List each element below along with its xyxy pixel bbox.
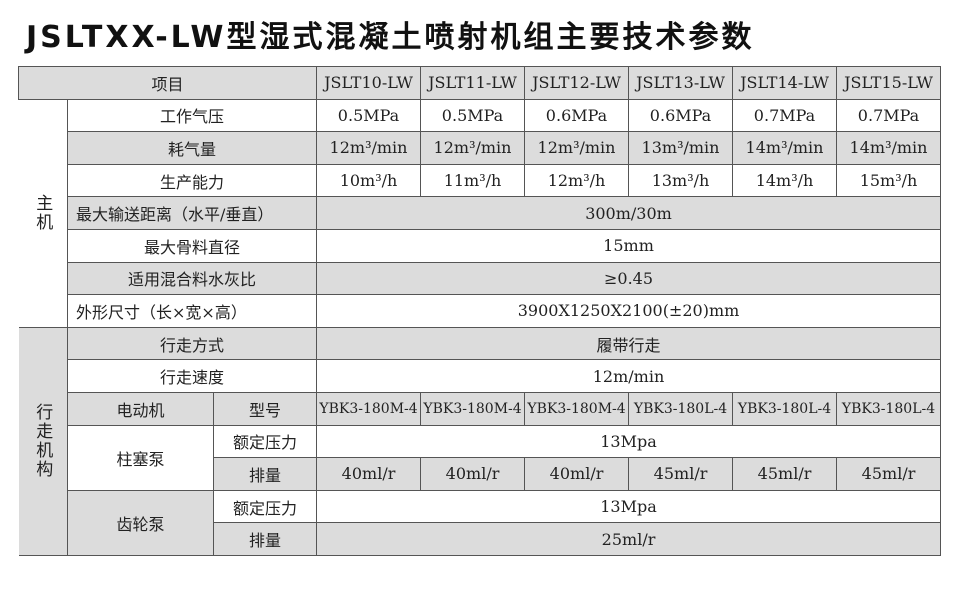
row-label: 齿轮泵 xyxy=(67,489,214,556)
value-cell: 40ml/r xyxy=(420,457,526,491)
model-header: JSLT11-LW xyxy=(420,66,526,100)
row-label: 外形尺寸（长×宽×高） xyxy=(66,294,318,328)
value-cell: ≥0.45 xyxy=(316,261,942,296)
row-sublabel: 排量 xyxy=(212,457,318,491)
value-cell: 3900X1250X2100(±20)mm xyxy=(316,294,942,328)
value-cell: 40ml/r xyxy=(316,457,422,491)
value-cell: 12m³/min xyxy=(316,131,422,165)
row-label: 生产能力 xyxy=(66,163,318,198)
model-header: JSLT12-LW xyxy=(524,66,630,100)
value-cell: 45ml/r xyxy=(836,457,942,491)
table-row: 齿轮泵 额定压力 13Mpa xyxy=(19,489,942,556)
row-label: 工作气压 xyxy=(66,98,318,133)
value-cell: 12m/min xyxy=(316,359,942,393)
row-sublabel: 额定压力 xyxy=(212,489,318,524)
value-cell: 45ml/r xyxy=(628,457,734,491)
value-cell: 25ml/r xyxy=(316,522,942,556)
value-cell: YBK3-180L-4 xyxy=(836,391,942,426)
value-cell: 10m³/h xyxy=(316,163,422,198)
value-cell: 12m³/min xyxy=(420,131,526,165)
value-cell: YBK3-180M-4 xyxy=(420,391,526,426)
row-label: 柱塞泵 xyxy=(67,424,214,491)
row-label: 电动机 xyxy=(67,391,214,426)
value-cell: 15mm xyxy=(316,228,942,263)
model-header: JSLT14-LW xyxy=(732,66,838,100)
value-cell: 0.7MPa xyxy=(732,98,838,133)
table-row: 行走速度 12m/min xyxy=(19,359,942,393)
value-cell: 13m³/h xyxy=(628,163,734,198)
row-label: 耗气量 xyxy=(66,131,318,165)
value-cell: 15m³/h xyxy=(836,163,942,198)
model-header: JSLT13-LW xyxy=(628,66,734,100)
value-cell: 300m/30m xyxy=(316,196,942,230)
row-sublabel: 排量 xyxy=(212,522,318,556)
value-cell: 0.6MPa xyxy=(524,98,630,133)
spec-table: 项目 JSLT10-LW JSLT11-LW JSLT12-LW JSLT13-LW JS… xyxy=(17,66,942,556)
value-cell: 14m³/min xyxy=(732,131,838,165)
value-cell: 40ml/r xyxy=(524,457,630,491)
value-cell: YBK3-180M-4 xyxy=(524,391,630,426)
table-row: 外形尺寸（长×宽×高） 3900X1250X2100(±20)mm xyxy=(19,294,942,328)
model-header: JSLT10-LW xyxy=(316,66,422,100)
header-label: 项目 xyxy=(17,66,318,100)
row-label: 行走速度 xyxy=(66,359,318,393)
row-label: 适用混合料水灰比 xyxy=(66,261,318,296)
value-cell: YBK3-180L-4 xyxy=(732,391,838,426)
value-cell: 14m³/min xyxy=(836,131,942,165)
value-cell: 0.5MPa xyxy=(316,98,422,133)
table-row: 柱塞泵 额定压力 13Mpa xyxy=(19,424,942,491)
row-label: 行走方式 xyxy=(66,326,318,361)
table-row: 电动机 型号 YBK3-180M-4 YBK3-180M-4 YBK3-180M-4 YB… xyxy=(19,391,942,426)
value-cell: 0.5MPa xyxy=(420,98,526,133)
value-cell: 12m³/min xyxy=(524,131,630,165)
table-row: 项目 JSLT10-LW JSLT11-LW JSLT12-LW JSLT13-LW JS… xyxy=(17,66,942,100)
value-cell: 0.6MPa xyxy=(628,98,734,133)
row-sublabel: 型号 xyxy=(212,391,318,426)
title: JSLTXX-LW型湿式混凝土喷射机组主要技术参数 xyxy=(26,20,755,55)
table-row: 主机 工作气压 0.5MPa 0.5MPa 0.6MPa 0.6MPa 0.7MPa 0.7M… xyxy=(18,98,942,328)
value-cell: YBK3-180L-4 xyxy=(628,391,734,426)
table-row: 最大输送距离（水平/垂直） 300m/30m xyxy=(19,196,942,230)
value-cell: 0.7MPa xyxy=(836,98,942,133)
row-label: 最大输送距离（水平/垂直） xyxy=(66,196,318,230)
value-cell: 13m³/min xyxy=(628,131,734,165)
table-row: 排量 40ml/r 40ml/r 40ml/r 45ml/r 45ml/r 45ml/r xyxy=(19,457,942,491)
value-cell: 45ml/r xyxy=(732,457,838,491)
row-sublabel: 额定压力 xyxy=(212,424,318,459)
table-row: 耗气量 12m³/min 12m³/min 12m³/min 13m³/min 14m³/… xyxy=(19,131,942,165)
row-label: 最大骨料直径 xyxy=(66,228,318,263)
group-label: 行走机构 xyxy=(18,326,68,556)
table-row: 排量 25ml/r xyxy=(19,522,942,556)
value-cell: 13Mpa xyxy=(316,424,942,459)
model-header: JSLT15-LW xyxy=(836,66,942,100)
value-cell: 履带行走 xyxy=(316,326,942,361)
table-row: 最大骨料直径 15mm xyxy=(19,228,942,263)
table-row: 行走机构 行走方式 履带行走 xyxy=(18,326,942,556)
table-row: 生产能力 10m³/h 11m³/h 12m³/h 13m³/h 14m³/h 15m³/h xyxy=(19,163,942,198)
value-cell: 12m³/h xyxy=(524,163,630,198)
value-cell: 13Mpa xyxy=(316,489,942,524)
value-cell: 14m³/h xyxy=(732,163,838,198)
value-cell: YBK3-180M-4 xyxy=(316,391,422,426)
table-row: 适用混合料水灰比 ≥0.45 xyxy=(19,261,942,296)
value-cell: 11m³/h xyxy=(420,163,526,198)
group-label: 主机 xyxy=(18,98,68,328)
